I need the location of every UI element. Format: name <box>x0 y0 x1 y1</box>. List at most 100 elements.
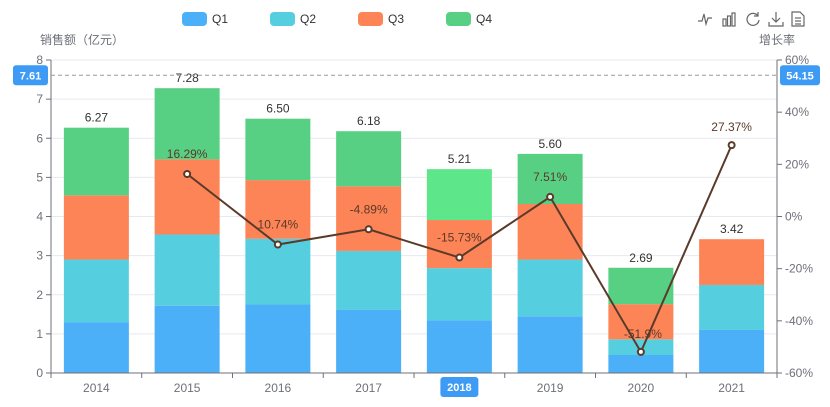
x-tick-label: 2020 <box>628 381 655 395</box>
legend-swatch[interactable] <box>182 12 207 26</box>
bar-q2-2017[interactable] <box>336 250 402 310</box>
bar-q2-2015[interactable] <box>154 234 220 306</box>
bar-q2-2014[interactable] <box>63 259 129 323</box>
y-tick-label: 7 <box>36 92 43 106</box>
y-tick-label: 5 <box>36 170 43 184</box>
growth-rate-label: 7.51% <box>533 170 567 184</box>
legend-label: Q3 <box>388 12 404 26</box>
growth-rate-point[interactable] <box>273 240 282 249</box>
bar-q4-2015[interactable] <box>154 88 220 160</box>
legend-swatch[interactable] <box>270 12 295 26</box>
bar-q3-2019[interactable] <box>517 203 583 260</box>
bar-q3-2017[interactable] <box>336 186 402 251</box>
bar-q1-2014[interactable] <box>63 322 129 373</box>
bar-q4-2017[interactable] <box>336 131 402 187</box>
x-tick-label: 2018 <box>447 382 471 394</box>
label-layer: 6.27 7.28 6.50 6.18 5.21 5.60 2.69 3.42 16.29% 10… <box>85 71 753 341</box>
axis-layer: 0 1 2 3 4 5 6 7 8 -60% -40% -20% 0% 20% 40% 60% 销售额（亿元） 增… <box>36 32 813 397</box>
restore-icon[interactable] <box>745 11 761 27</box>
growth-rate-label: 10.74% <box>258 218 299 232</box>
bar-total-label: 7.28 <box>175 71 199 85</box>
legend-label: Q2 <box>300 12 316 26</box>
bar-q4-2016[interactable] <box>245 118 311 181</box>
legend-label: Q1 <box>212 12 228 26</box>
bar-total-label: 2.69 <box>629 251 653 265</box>
y-tick-label: 4 <box>36 210 43 224</box>
bar-q1-2017[interactable] <box>336 309 402 373</box>
x-tick-label: 2017 <box>355 381 382 395</box>
bar-q3-2021[interactable] <box>699 239 765 285</box>
bar-total-label: 5.21 <box>448 152 472 166</box>
bars-layer <box>63 88 765 373</box>
bar-q2-2021[interactable] <box>699 284 765 330</box>
legend-label: Q4 <box>476 12 492 26</box>
left-pointer-value: 7.61 <box>20 70 41 82</box>
bar-q1-2019[interactable] <box>517 316 583 373</box>
bar-q4-2018[interactable] <box>426 169 492 221</box>
growth-rate-label: 27.37% <box>711 120 752 134</box>
toolbox[interactable] <box>697 11 806 27</box>
bar-q1-2018[interactable] <box>426 320 492 373</box>
growth-rate-point[interactable] <box>183 170 192 179</box>
bar-q1-2015[interactable] <box>154 305 220 373</box>
right-pointer-value: 54.15 <box>786 70 814 82</box>
y2-tick-label: 0% <box>785 210 803 224</box>
y-tick-label: 2 <box>36 288 43 302</box>
bar-total-label: 6.18 <box>357 114 381 128</box>
bar-chart-icon[interactable] <box>721 11 737 27</box>
growth-rate-label: -51.9% <box>624 327 662 341</box>
x-tick-label: 2014 <box>83 381 110 395</box>
growth-rate-point[interactable] <box>727 141 736 150</box>
x-tick-label: 2015 <box>174 381 201 395</box>
legend-swatch[interactable] <box>446 12 471 26</box>
growth-rate-point[interactable] <box>455 253 464 262</box>
bar-q3-2020[interactable] <box>608 304 674 340</box>
bar-q1-2016[interactable] <box>245 304 311 373</box>
bar-total-label: 3.42 <box>720 222 744 236</box>
growth-rate-label: -15.73% <box>437 231 482 245</box>
growth-rate-label: -4.89% <box>350 202 388 216</box>
bar-q3-2016[interactable] <box>245 180 311 239</box>
y-tick-label: 6 <box>36 131 43 145</box>
growth-rate-point[interactable] <box>546 192 555 201</box>
legend-item-q2[interactable]: Q2 <box>270 12 316 26</box>
download-icon[interactable] <box>768 11 784 27</box>
bar-q1-2020[interactable] <box>608 355 674 373</box>
bar-q2-2018[interactable] <box>426 268 492 321</box>
growth-rate-label: 16.29% <box>167 147 208 161</box>
bar-q2-2016[interactable] <box>245 238 311 305</box>
bar-total-label: 6.50 <box>266 102 290 116</box>
bar-q2-2020[interactable] <box>608 339 674 356</box>
bar-q3-2014[interactable] <box>63 195 129 260</box>
x-axis-pointer-badge <box>440 377 479 397</box>
bar-q4-2014[interactable] <box>63 127 129 196</box>
y2-tick-label: 40% <box>785 105 809 119</box>
legend-item-q3[interactable]: Q3 <box>358 12 404 26</box>
legend-layer[interactable]: Q1 Q2 Q3 Q4 <box>182 12 492 26</box>
bar-q1-2021[interactable] <box>699 329 765 373</box>
bar-q4-2020[interactable] <box>608 267 674 305</box>
x-tick-label: 2021 <box>718 381 745 395</box>
x-tick-label: 2016 <box>265 381 292 395</box>
growth-rate-point[interactable] <box>636 347 645 356</box>
line-chart-icon[interactable] <box>697 11 713 27</box>
y-tick-label: 8 <box>36 53 43 67</box>
y2-tick-label: -20% <box>785 262 813 276</box>
y2-tick-label: 60% <box>785 53 809 67</box>
bar-total-label: 5.60 <box>538 137 562 151</box>
y-axis-title: 销售额（亿元） <box>40 32 124 47</box>
y-tick-label: 1 <box>36 327 43 341</box>
bar-q2-2019[interactable] <box>517 259 583 317</box>
legend-item-q1[interactable]: Q1 <box>182 12 228 26</box>
data-view-icon[interactable] <box>790 11 806 27</box>
y2-tick-label: -40% <box>785 314 813 328</box>
y-tick-label: 3 <box>36 249 43 263</box>
left-pointer-badge <box>13 65 48 86</box>
y2-tick-label: -60% <box>785 366 813 380</box>
y2-axis-title: 增长率 <box>759 32 795 47</box>
legend-item-q4[interactable]: Q4 <box>446 12 492 26</box>
legend-swatch[interactable] <box>358 12 383 26</box>
growth-rate-point[interactable] <box>364 225 373 234</box>
